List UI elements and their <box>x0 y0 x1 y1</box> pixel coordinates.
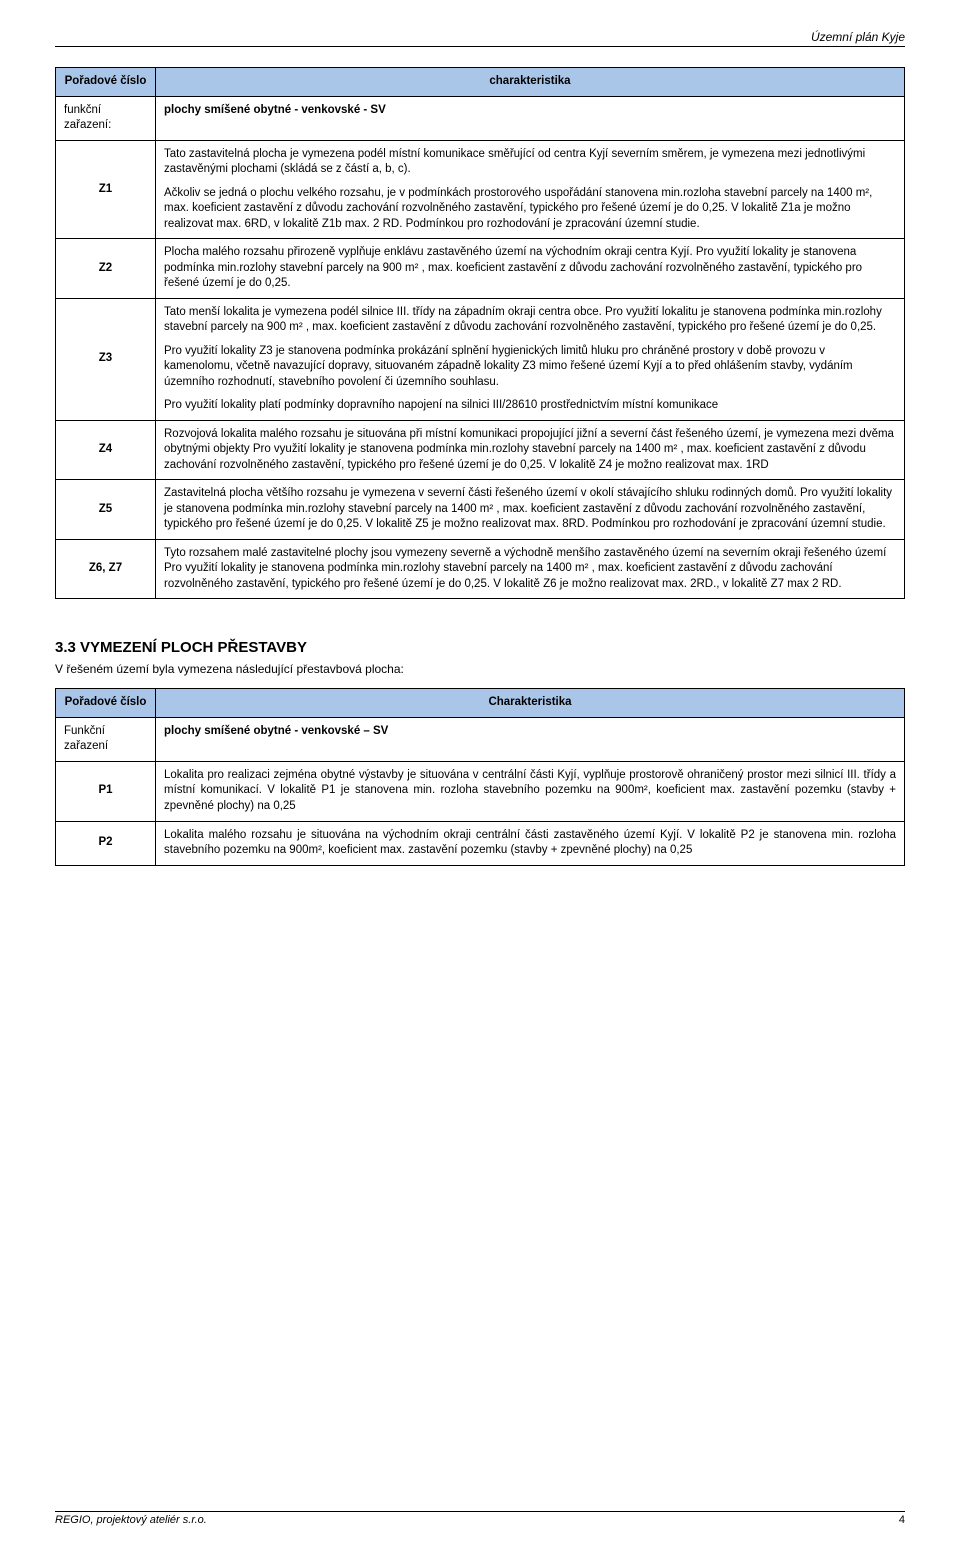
row-text: Lokalita pro realizaci zejména obytné vý… <box>156 761 905 821</box>
row-text: Tato menší lokalita je vymezena podél si… <box>156 298 905 420</box>
t2-head-left: Pořadové číslo <box>56 689 156 718</box>
section-intro: V řešeném území byla vymezena následujíc… <box>55 662 905 676</box>
table-row: Z2 Plocha malého rozsahu přirozeně vyplň… <box>56 239 905 299</box>
table-row: Z4 Rozvojová lokalita malého rozsahu je … <box>56 420 905 480</box>
table-row: P2 Lokalita malého rozsahu je situována … <box>56 821 905 865</box>
row-text: Plocha malého rozsahu přirozeně vyplňuje… <box>156 239 905 299</box>
row-text: Zastavitelná plocha většího rozsahu je v… <box>156 480 905 540</box>
row-text: Tyto rozsahem malé zastavitelné plochy j… <box>156 539 905 599</box>
row-id: Z4 <box>56 420 156 480</box>
table-zastavitelne: Pořadové číslo charakteristika funkční z… <box>55 67 905 599</box>
footer-left: REGIO, projektový ateliér s.r.o. <box>55 1514 207 1526</box>
row-text: Lokalita malého rozsahu je situována na … <box>156 821 905 865</box>
row-id: Z6, Z7 <box>56 539 156 599</box>
table-row: Z5 Zastavitelná plocha většího rozsahu j… <box>56 480 905 540</box>
table-row: Z6, Z7 Tyto rozsahem malé zastavitelné p… <box>56 539 905 599</box>
table-prestavba: Pořadové číslo Charakteristika Funkční z… <box>55 688 905 865</box>
page: Územní plán Kyje Pořadové číslo charakte… <box>0 0 960 1554</box>
t1-fz-value: plochy smíšené obytné - venkovské - SV <box>156 96 905 140</box>
t1-head-left: Pořadové číslo <box>56 68 156 97</box>
row-text: Rozvojová lokalita malého rozsahu je sit… <box>156 420 905 480</box>
table-row: Z1 Tato zastavitelná plocha je vymezena … <box>56 140 905 239</box>
row-text: Tato zastavitelná plocha je vymezena pod… <box>156 140 905 239</box>
footer: REGIO, projektový ateliér s.r.o. 4 <box>55 1511 905 1526</box>
t2-fz-value: plochy smíšené obytné - venkovské – SV <box>156 717 905 761</box>
t2-fz-label: Funkční zařazení <box>56 717 156 761</box>
table-row: P1 Lokalita pro realizaci zejména obytné… <box>56 761 905 821</box>
header-title: Územní plán Kyje <box>55 30 905 47</box>
page-number: 4 <box>899 1514 905 1526</box>
section-title: 3.3 VYMEZENÍ PLOCH PŘESTAVBY <box>55 639 905 656</box>
t1-fz-label: funkční zařazení: <box>56 96 156 140</box>
row-id: Z5 <box>56 480 156 540</box>
t1-head-right: charakteristika <box>156 68 905 97</box>
row-id: P1 <box>56 761 156 821</box>
row-id: P2 <box>56 821 156 865</box>
row-id: Z1 <box>56 140 156 239</box>
t2-head-right: Charakteristika <box>156 689 905 718</box>
table-row: Z3 Tato menší lokalita je vymezena podél… <box>56 298 905 420</box>
row-id: Z2 <box>56 239 156 299</box>
row-id: Z3 <box>56 298 156 420</box>
